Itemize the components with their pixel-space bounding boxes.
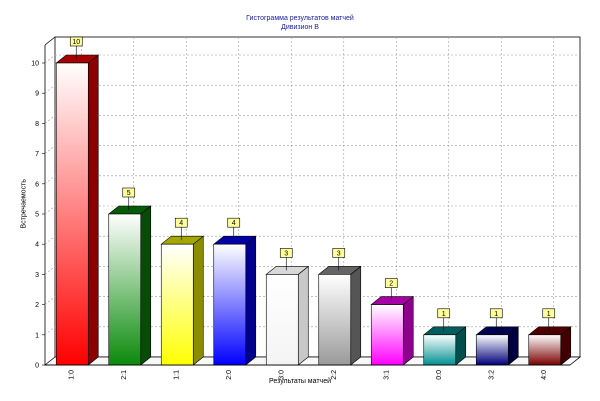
data-label: 2 [389,281,393,288]
x-tick-label: 3:1 [383,370,390,380]
y-tick-label: 9 [35,91,39,98]
bar-side [297,265,309,366]
data-label-box [174,217,188,228]
bar-front [108,213,142,366]
y-tick-label: 6 [35,181,39,188]
data-label: 1 [442,311,446,318]
bar [317,265,362,366]
bar-front [370,304,404,366]
data-label: 10 [72,39,80,46]
data-label-box [69,36,83,47]
bar [160,235,205,366]
bar-front [475,334,509,366]
data-label: 4 [232,220,236,227]
x-tick-label: 1:0 [68,370,75,380]
x-tick-label: 2:2 [331,370,338,380]
data-label-box [489,308,503,319]
grid-line-y-side [44,326,56,336]
grid-line-y-side [44,54,56,64]
grid-line-y-side [44,115,56,124]
data-label: 1 [547,311,551,318]
data-label-box [227,217,241,228]
data-label-box [542,308,556,319]
data-label: 4 [179,220,183,227]
y-tick-label: 5 [35,212,39,219]
grid-line-y-side [44,84,56,94]
bar-front [265,274,299,366]
x-tick-label: 2:0 [226,370,233,380]
data-label: 3 [337,250,341,257]
x-tick-label: 1:1 [173,370,180,380]
bar-front [160,243,194,366]
x-tick-label: 3:2 [488,370,495,380]
grid-line-y-side [44,205,56,215]
y-tick-label: 0 [35,363,39,370]
bar-side [87,54,99,366]
bar [212,235,257,366]
data-label-box [437,308,451,319]
x-tick-label: 4:0 [541,370,548,380]
grid-line-y-side [44,145,56,154]
x-tick-label: 2:1 [121,370,128,380]
bar-side [350,265,362,366]
bar-front [423,334,457,366]
bar [370,295,415,366]
bar-side [402,295,414,366]
y-tick-label: 10 [31,61,39,68]
bar-front [528,334,562,366]
bar [107,205,152,366]
chart-title: Гистограмма результатов матчей [246,15,354,22]
data-label: 5 [127,190,131,197]
bar [265,265,310,366]
y-tick-label: 1 [35,332,39,339]
data-label-box [279,248,293,258]
bar-front [213,243,247,366]
x-tick-label: 0:0 [436,370,443,380]
data-label: 1 [494,311,498,318]
bar-side [245,235,257,366]
grid-line-y-side [44,175,56,185]
data-label-box [332,248,346,258]
x-tick-label: 3:0 [278,370,285,380]
bar-front [318,274,352,366]
bar [527,326,572,366]
bar-side [140,205,152,366]
bar-front [55,62,89,366]
plot-corner-line [44,36,56,46]
chart-subtitle: Дивизион В [281,24,319,31]
y-tick-label: 7 [35,151,39,158]
bar [55,54,100,366]
data-label: 3 [284,250,288,257]
y-tick-label: 4 [35,242,39,249]
data-label-box [122,187,136,198]
bar-side [192,235,204,366]
data-label-box [384,278,398,288]
x-axis-label: Результаты матчей [268,378,332,385]
y-tick-label: 8 [35,121,39,128]
y-tick-label: 2 [35,302,39,309]
bar [422,326,467,366]
grid-line-y-side [44,296,56,305]
grid-line-y-side [44,235,56,245]
grid-line-y-side [44,266,56,275]
y-tick-label: 3 [35,272,39,279]
bar [475,326,520,366]
